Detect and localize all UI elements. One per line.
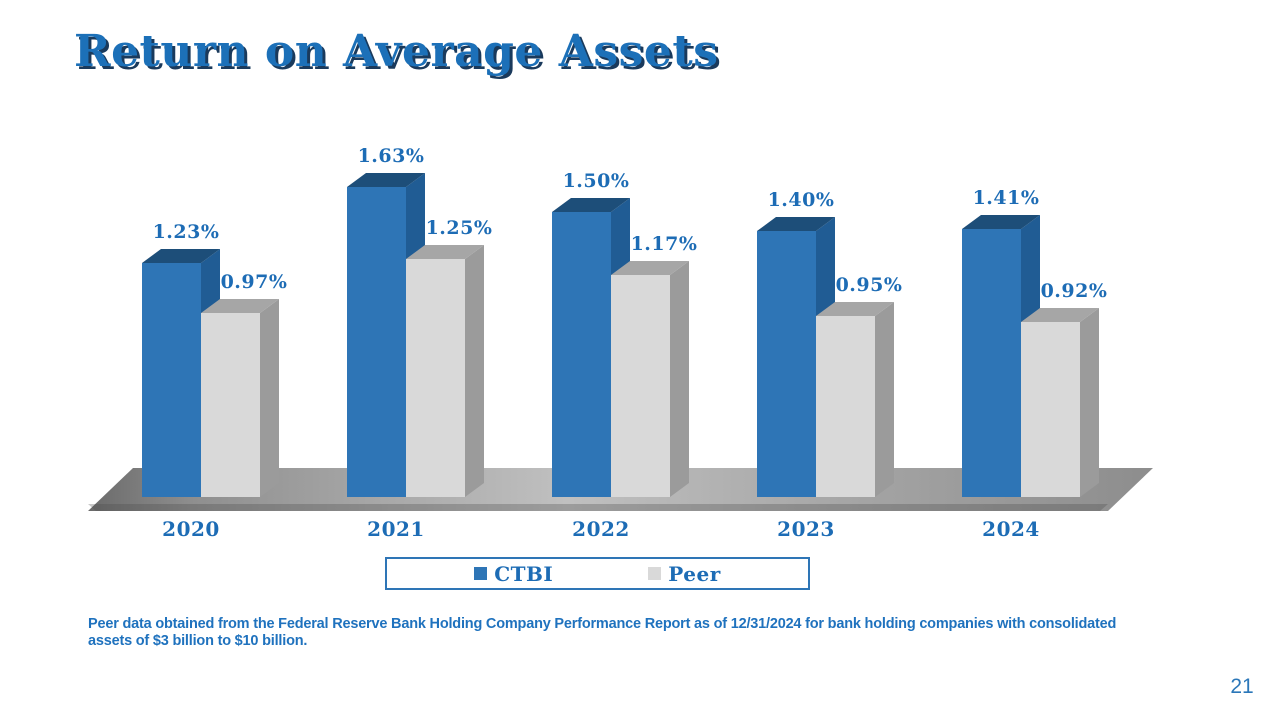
category-label-2020: 2020 (162, 517, 220, 541)
legend-label-peer: Peer (668, 561, 721, 586)
page-number: 21 (1230, 675, 1254, 698)
footnote-line-2: assets of $3 billion to $10 billion. (88, 632, 308, 649)
chart-legend: CTBI Peer (385, 557, 810, 590)
peer-bar-2021 (406, 244, 484, 497)
bar-side-face (875, 301, 894, 497)
peer-value-label-2023: 0.95% (835, 274, 903, 296)
footnote: Peer data obtained from the Federal Rese… (88, 616, 1116, 649)
peer-bar-2024 (1021, 307, 1099, 497)
slide-title: Return on Average Assets (74, 26, 719, 77)
ctbi-value-label-2024: 1.41% (972, 187, 1040, 209)
bar-front-face (347, 187, 406, 497)
legend-label-ctbi: CTBI (494, 561, 554, 586)
ctbi-bar-2020 (142, 248, 220, 497)
bar-front-face (552, 212, 611, 497)
category-label-2022: 2022 (572, 517, 630, 541)
category-label-2021: 2021 (367, 517, 425, 541)
category-label-2024: 2024 (982, 517, 1040, 541)
legend-item-ctbi: CTBI (474, 562, 553, 586)
bar-front-face (757, 231, 816, 497)
bar-front-face (1021, 322, 1080, 497)
legend-item-peer: Peer (648, 562, 721, 586)
ctbi-value-label-2021: 1.63% (357, 145, 425, 167)
peer-value-label-2021: 1.25% (425, 217, 493, 239)
floor-front-edge (88, 504, 1108, 511)
ctbi-value-label-2023: 1.40% (767, 189, 835, 211)
ctbi-bar-2023 (757, 216, 835, 497)
legend-swatch-peer (648, 567, 662, 580)
bar-front-face (406, 259, 465, 497)
bar-front-face (142, 263, 201, 497)
ctbi-bar-2024 (962, 214, 1040, 497)
bar-front-face (962, 229, 1021, 497)
peer-value-label-2022: 1.17% (630, 233, 698, 255)
peer-bar-2022 (611, 260, 689, 497)
ctbi-value-label-2020: 1.23% (152, 221, 220, 243)
footnote-line-1: Peer data obtained from the Federal Rese… (88, 616, 1117, 632)
bar-side-face (260, 298, 279, 497)
bar-side-face (465, 244, 484, 497)
peer-bar-2020 (201, 298, 279, 497)
bar-front-face (816, 316, 875, 497)
bar-side-face (670, 260, 689, 497)
bar-front-face (201, 313, 260, 497)
category-label-2023: 2023 (777, 517, 835, 541)
peer-bar-2023 (816, 301, 894, 497)
peer-value-label-2024: 0.92% (1040, 280, 1108, 302)
legend-swatch-ctbi (474, 567, 488, 580)
peer-value-label-2020: 0.97% (220, 271, 288, 293)
bar-side-face (1080, 307, 1099, 497)
ctbi-bar-2021 (347, 172, 425, 497)
bar-front-face (611, 275, 670, 497)
ctbi-value-label-2022: 1.50% (562, 170, 630, 192)
ctbi-bar-2022 (552, 197, 630, 497)
